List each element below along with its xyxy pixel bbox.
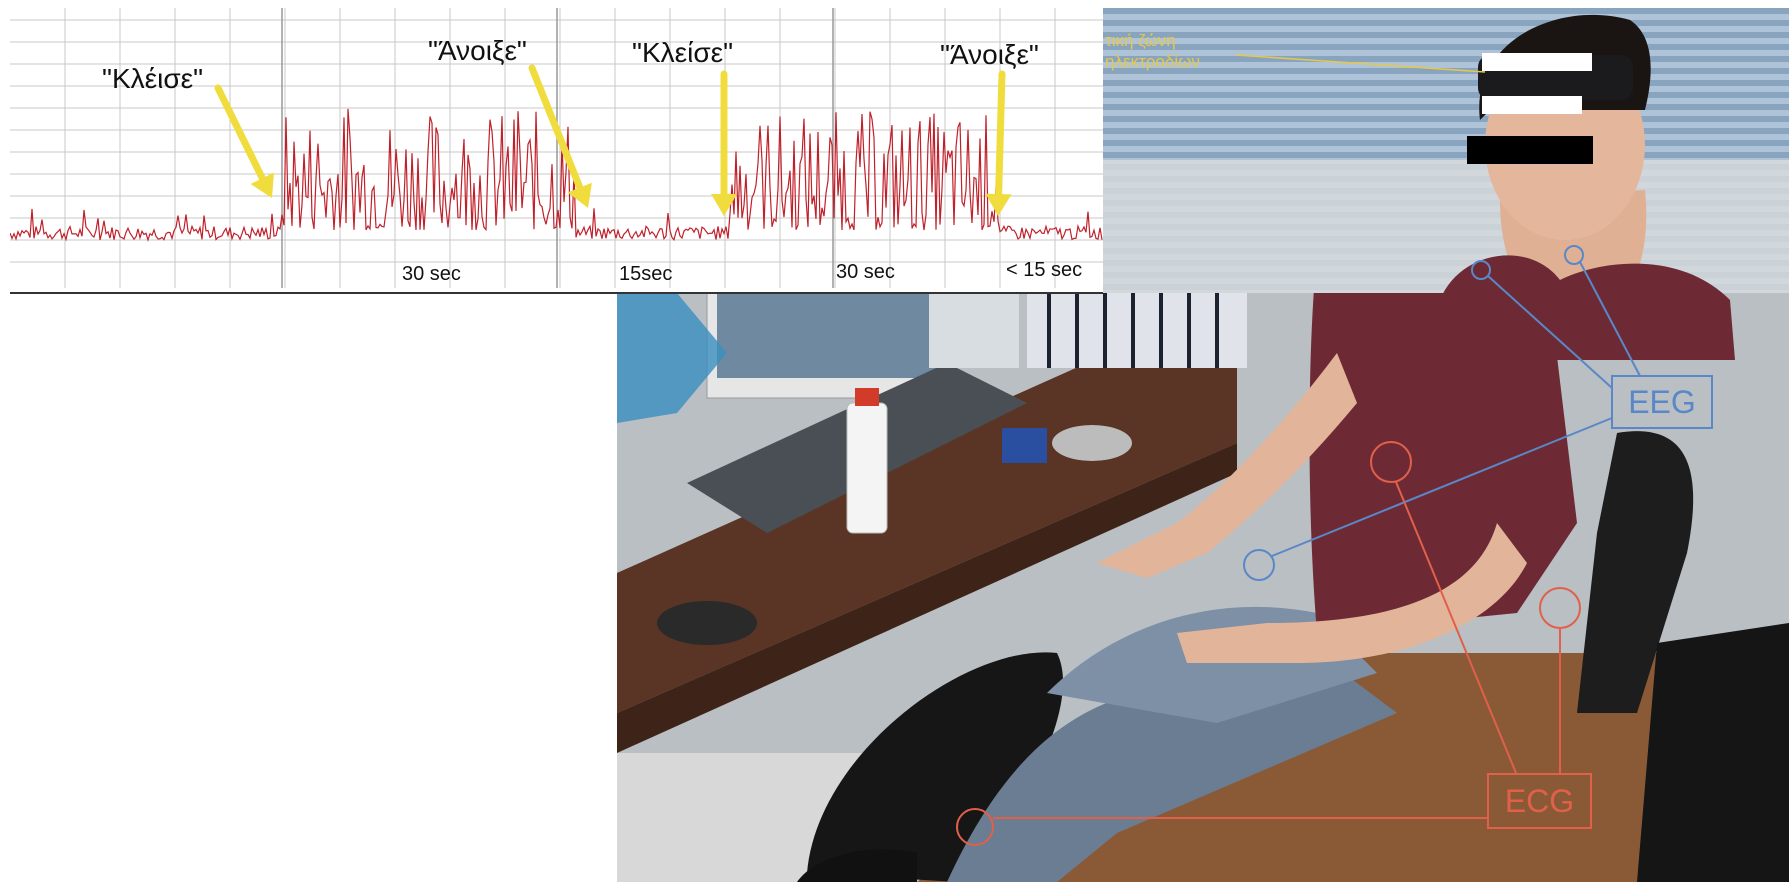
label-close-2: "Κλείσε" xyxy=(632,37,733,68)
chart-arrow xyxy=(711,70,737,216)
eeg-label-text: EEG xyxy=(1628,383,1696,420)
lab-scene xyxy=(617,293,1789,882)
ecg-label: ECG xyxy=(1487,773,1592,829)
duration-3: 30 sec xyxy=(836,261,895,283)
chart-arrow xyxy=(985,70,1012,216)
label-open-1: "Άνοιξε" xyxy=(428,35,527,66)
lab-photo xyxy=(617,293,1789,882)
duration-4: < 15 sec xyxy=(1006,259,1082,281)
chart-arrow xyxy=(214,84,274,198)
signal-chart-svg: "Κλέισε" "Άνοιξε" "Κλείσε" "Άνοιξε" 30 s… xyxy=(10,8,1103,288)
signal-trace xyxy=(10,108,1103,242)
mouse xyxy=(657,601,757,645)
photo-window-area xyxy=(1103,8,1789,293)
label-close-1: "Κλέισε" xyxy=(102,63,203,94)
headband-label-line-2: ηλεκτροδίων xyxy=(1105,52,1200,71)
label-open-2: "Άνοιξε" xyxy=(940,39,1039,70)
chart-arrows xyxy=(214,64,1012,216)
chart-arrow xyxy=(528,64,592,208)
bottle xyxy=(846,402,888,534)
headband-label-line-1: τική ζώνη xyxy=(1105,31,1176,50)
window-blinds xyxy=(1103,8,1789,293)
headband-label: τική ζώνη ηλεκτροδίων xyxy=(1105,30,1200,72)
duration-2: 15sec xyxy=(619,263,672,285)
ecg-label-text: ECG xyxy=(1504,782,1575,819)
eeg-label: EEG xyxy=(1611,375,1713,429)
signal-chart: "Κλέισε" "Άνοιξε" "Κλείσε" "Άνοιξε" 30 s… xyxy=(10,8,1103,294)
biopac-modules xyxy=(929,293,1247,368)
duration-1: 30 sec xyxy=(402,263,461,285)
